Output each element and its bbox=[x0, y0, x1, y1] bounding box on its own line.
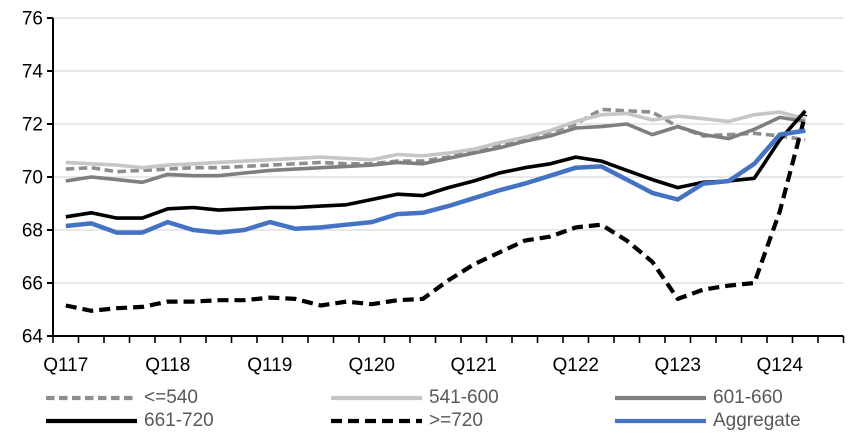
legend-item-601-660[interactable]: 601-660 bbox=[615, 387, 783, 409]
y-tick-label: 76 bbox=[22, 9, 43, 30]
legend-label: Aggregate bbox=[713, 410, 801, 431]
x-tick-label: Q124 bbox=[757, 355, 804, 376]
legend-label: >=720 bbox=[429, 410, 483, 431]
legend-label: 661-720 bbox=[144, 410, 214, 431]
y-tick-label: 70 bbox=[22, 168, 43, 189]
x-tick-label: Q120 bbox=[349, 355, 395, 376]
x-tick-label: Q121 bbox=[451, 355, 497, 376]
x-tick-label: Q117 bbox=[43, 355, 88, 376]
series-line-aggregate bbox=[65, 128, 806, 235]
legend-swatch-gte-720-icon bbox=[331, 418, 422, 424]
series-line-601-660 bbox=[65, 115, 806, 185]
legend-item-661-720[interactable]: 661-720 bbox=[46, 410, 214, 432]
legend-swatch-541-600-icon bbox=[331, 395, 422, 401]
legend-swatch-aggregate-icon bbox=[615, 418, 706, 424]
y-tick-label: 64 bbox=[22, 327, 44, 348]
series-line-661-720 bbox=[65, 109, 807, 220]
x-tick-label: Q123 bbox=[655, 355, 701, 376]
legend-item-gte-720[interactable]: >=720 bbox=[331, 410, 483, 432]
series-line-gte-720 bbox=[65, 114, 808, 313]
y-tick-label: 74 bbox=[22, 62, 44, 83]
legend-swatch-661-720-icon bbox=[46, 418, 137, 424]
x-tick-label: Q119 bbox=[247, 355, 292, 376]
legend-label: 601-660 bbox=[713, 387, 783, 408]
x-tick-label: Q122 bbox=[553, 355, 599, 376]
legend-swatch-lte-540-icon bbox=[46, 395, 137, 401]
series-line-541-600 bbox=[65, 110, 806, 170]
legend-item-aggregate[interactable]: Aggregate bbox=[615, 410, 801, 432]
legend-item-lte-540[interactable]: <=540 bbox=[46, 387, 198, 409]
legend-swatch-601-660-icon bbox=[615, 395, 706, 401]
y-tick-label: 66 bbox=[22, 274, 43, 295]
y-tick-label: 72 bbox=[22, 115, 43, 136]
legend-label: 541-600 bbox=[429, 387, 499, 408]
x-tick-label: Q118 bbox=[145, 355, 190, 376]
legend-label: <=540 bbox=[144, 387, 198, 408]
chart-plot-area: 64 66 68 70 72 74 76 Q117 Q118 Q119 Q120 Q121 Q122 Q1… bbox=[22, 9, 845, 376]
legend-item-541-600[interactable]: 541-600 bbox=[331, 387, 499, 409]
y-tick-label: 68 bbox=[22, 221, 43, 242]
